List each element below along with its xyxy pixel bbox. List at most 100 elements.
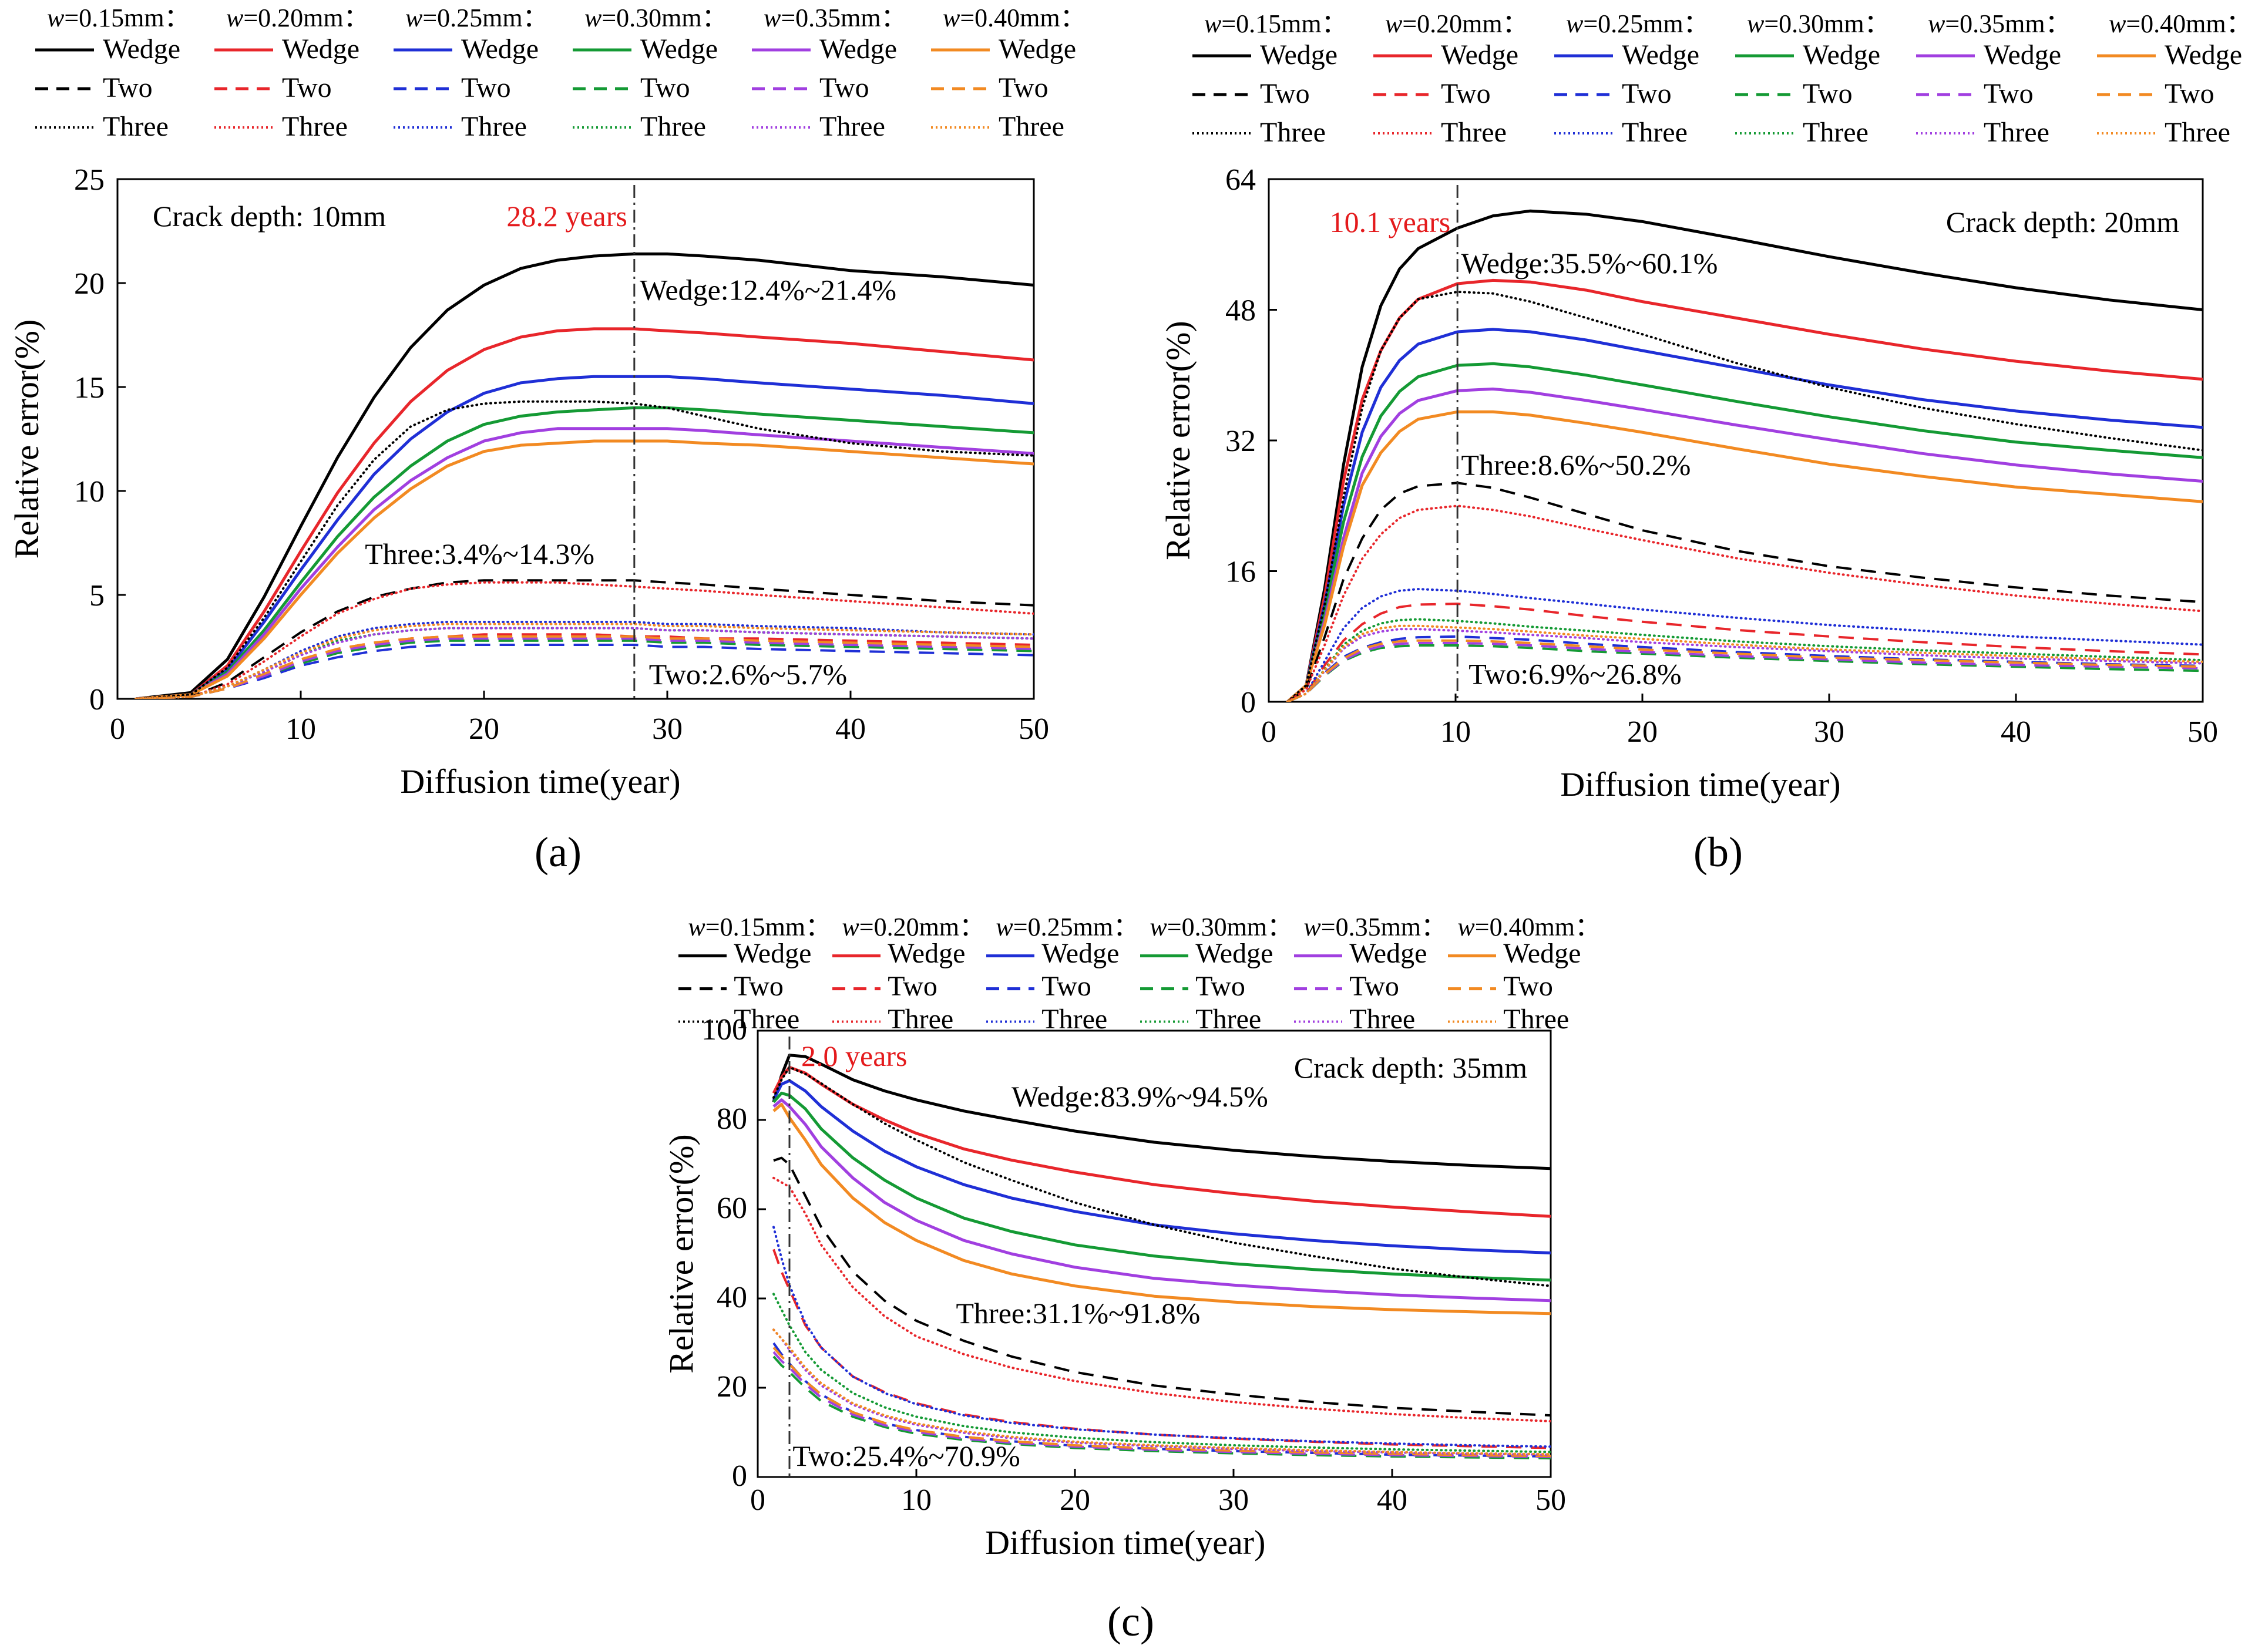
- series-line: [1286, 482, 2203, 702]
- x-tick-label: 30: [1814, 715, 1844, 749]
- legend-label: Wedge: [1195, 938, 1273, 969]
- crack-depth-label: Crack depth: 35mm: [1294, 1051, 1527, 1084]
- range-annotation: Two:2.6%~5.7%: [649, 658, 847, 691]
- y-axis-title: Relative error(%): [662, 1134, 700, 1373]
- legend-width-header: w=0.20mm：: [1385, 9, 1528, 38]
- y-tick-label: 16: [1225, 556, 1256, 589]
- legend-label: Two: [888, 971, 937, 1002]
- range-annotation: Two:6.9%~26.8%: [1468, 657, 1681, 690]
- legend-label: Wedge: [819, 33, 897, 65]
- legend-width-header: w=0.15mm：: [1204, 9, 1347, 38]
- series-line: [772, 1351, 1551, 1458]
- x-tick-label: 30: [652, 712, 683, 746]
- series-line: [1286, 641, 2203, 702]
- legend-width-header: w=0.25mm：: [405, 4, 549, 32]
- series-line: [772, 1098, 1551, 1303]
- y-axis-title: Relative error(%): [8, 319, 46, 558]
- legend-width-header: w=0.25mm：: [1566, 9, 1709, 38]
- legend-width-header: w=0.35mm：: [764, 4, 907, 32]
- legend-label: Wedge: [103, 33, 180, 65]
- series-line: [772, 1176, 1551, 1422]
- x-tick-label: 20: [469, 712, 499, 746]
- y-tick-label: 80: [717, 1102, 747, 1136]
- series-line: [772, 1091, 1551, 1282]
- series-line: [772, 1226, 1551, 1448]
- y-tick-label: 10: [74, 475, 105, 509]
- x-tick-label: 30: [1218, 1483, 1249, 1517]
- legend-label: Wedge: [2165, 39, 2242, 70]
- series-line: [772, 1293, 1551, 1454]
- legend-label: Two: [1503, 971, 1553, 1002]
- series-line: [1286, 624, 2203, 702]
- series-line: [135, 627, 1034, 699]
- series-line: [136, 406, 1034, 699]
- legend-label: Three: [888, 1004, 953, 1035]
- legend-label: Three: [1503, 1004, 1569, 1035]
- legend-label: Two: [282, 72, 332, 103]
- legend-label: Three: [734, 1004, 799, 1035]
- legend-width-header: w=0.25mm：: [996, 913, 1139, 941]
- y-tick-label: 32: [1225, 425, 1256, 458]
- series-line: [135, 252, 1034, 699]
- legend-label: Two: [1441, 78, 1491, 109]
- legend-label: Wedge: [282, 33, 359, 65]
- legend-width-header: w=0.40mm：: [1457, 913, 1601, 941]
- series-line: [136, 327, 1034, 699]
- legend-label: Three: [282, 111, 348, 142]
- range-annotation: Three:8.6%~50.2%: [1461, 448, 1691, 481]
- legend-label: Wedge: [1349, 938, 1427, 969]
- x-tick-label: 20: [1627, 715, 1658, 749]
- time-marker-label: 28.2 years: [506, 200, 627, 233]
- series-line: [772, 1328, 1551, 1456]
- series-line: [136, 427, 1034, 699]
- legend-label: Two: [2165, 78, 2214, 109]
- series-line: [1286, 639, 2203, 702]
- y-tick-label: 0: [732, 1459, 747, 1493]
- legend-label: Three: [461, 111, 527, 142]
- legend-label: Two: [1349, 971, 1399, 1002]
- time-marker-label: 10.1 years: [1330, 206, 1451, 238]
- y-tick-label: 15: [74, 371, 105, 405]
- series-line: [1286, 278, 2203, 702]
- legend-label: Two: [1195, 971, 1245, 1002]
- chart-panel-3: w=0.15mm：WedgeTwoThreew=0.20mm：WedgeTwoT…: [662, 913, 1601, 1645]
- series-line: [1286, 209, 2203, 702]
- x-tick-label: 50: [1019, 712, 1049, 746]
- legend-label: Three: [1195, 1004, 1261, 1035]
- plot-frame: [116, 178, 1035, 700]
- panel-label: (c): [1107, 1598, 1154, 1645]
- y-tick-label: 48: [1225, 294, 1256, 328]
- series-line: [136, 644, 1034, 699]
- x-tick-label: 20: [1060, 1483, 1090, 1517]
- panel-label: (a): [535, 829, 582, 876]
- range-annotation: Two:25.4%~70.9%: [792, 1439, 1020, 1472]
- range-annotation: Wedge:12.4%~21.4%: [640, 273, 896, 306]
- legend-label: Wedge: [1260, 39, 1338, 70]
- legend-label: Wedge: [888, 938, 965, 969]
- y-tick-label: 0: [1241, 686, 1256, 719]
- series-line: [1286, 644, 2203, 702]
- y-axis-title: Relative error(%): [1159, 321, 1197, 560]
- legend-label: Two: [999, 72, 1049, 103]
- legend-label: Wedge: [734, 938, 811, 969]
- series-group: [772, 1054, 1551, 1460]
- chart-panel-1: w=0.15mm：WedgeTwoThreew=0.20mm：WedgeTwoT…: [8, 4, 1086, 876]
- legend-label: Two: [461, 72, 511, 103]
- chart-panel-2: w=0.15mm：WedgeTwoThreew=0.20mm：WedgeTwoT…: [1159, 9, 2252, 876]
- series-line: [136, 635, 1034, 699]
- x-tick-label: 40: [2001, 715, 2031, 749]
- series-line: [1286, 328, 2203, 702]
- range-annotation: Three:3.4%~14.3%: [365, 537, 594, 570]
- series-line: [136, 439, 1034, 699]
- series-line: [1286, 504, 2203, 702]
- x-axis-title: Diffusion time(year): [1560, 765, 1840, 803]
- series-line: [772, 1054, 1551, 1170]
- series-line: [136, 579, 1034, 699]
- crack-depth-label: Crack depth: 10mm: [153, 200, 386, 233]
- range-annotation: Wedge:35.5%~60.1%: [1461, 247, 1718, 280]
- legend-label: Two: [103, 72, 153, 103]
- legend-label: Two: [1622, 78, 1672, 109]
- y-tick-label: 60: [717, 1192, 747, 1225]
- x-tick-label: 0: [1261, 715, 1276, 749]
- legend-label: Wedge: [1984, 39, 2061, 70]
